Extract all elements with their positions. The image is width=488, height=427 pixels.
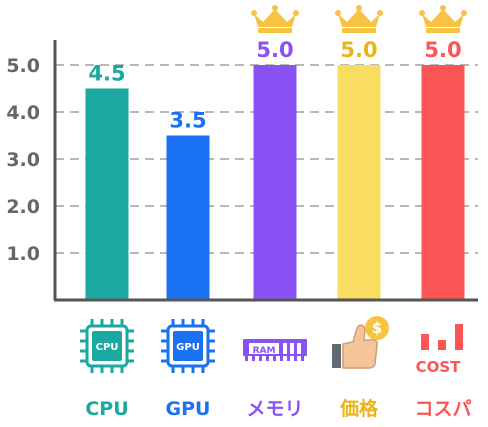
bar — [337, 65, 381, 300]
category-labels: CPU GPU メモリ 価格 コスパ — [85, 397, 471, 420]
cost-bars-icon: COST — [416, 324, 463, 376]
crown-icon — [251, 5, 299, 33]
category-label: コスパ — [414, 398, 471, 420]
data-label: 5.0 — [256, 38, 293, 62]
data-label: 5.0 — [424, 38, 461, 62]
y-tick-label: 5.0 — [6, 55, 40, 77]
category-label: 価格 — [339, 397, 379, 420]
bars — [85, 65, 465, 300]
category-label: メモリ — [246, 398, 303, 420]
svg-text:$: $ — [372, 319, 382, 337]
ram-module-icon: RAM — [243, 339, 307, 361]
bar — [85, 88, 129, 300]
y-tick-label: 1.0 — [6, 243, 40, 265]
crown-icon — [335, 5, 383, 33]
category-icons: CPU GPU RAM $ COST — [80, 316, 463, 376]
crown-icon — [419, 5, 467, 33]
y-tick-labels: 1.0 2.0 3.0 4.0 5.0 — [6, 55, 40, 265]
y-tick-label: 4.0 — [6, 102, 40, 124]
thumbs-up-coin-icon: $ — [332, 316, 389, 369]
svg-text:COST: COST — [416, 358, 462, 376]
cpu-chip-icon: CPU — [80, 319, 134, 373]
svg-text:CPU: CPU — [96, 342, 119, 353]
category-label: GPU — [166, 398, 211, 420]
y-tick-label: 2.0 — [6, 196, 40, 218]
data-label: 3.5 — [169, 109, 206, 133]
svg-text:GPU: GPU — [176, 342, 200, 353]
bar — [253, 65, 297, 300]
data-label: 5.0 — [340, 38, 377, 62]
data-label: 4.5 — [88, 62, 125, 86]
category-label: CPU — [85, 398, 128, 420]
data-labels: 4.5 3.5 5.0 5.0 5.0 — [88, 38, 461, 133]
bar — [421, 65, 465, 300]
bar — [166, 135, 210, 300]
gpu-chip-icon: GPU — [161, 319, 215, 373]
crowns — [251, 5, 467, 33]
svg-text:RAM: RAM — [253, 346, 276, 356]
y-tick-label: 3.0 — [6, 149, 40, 171]
